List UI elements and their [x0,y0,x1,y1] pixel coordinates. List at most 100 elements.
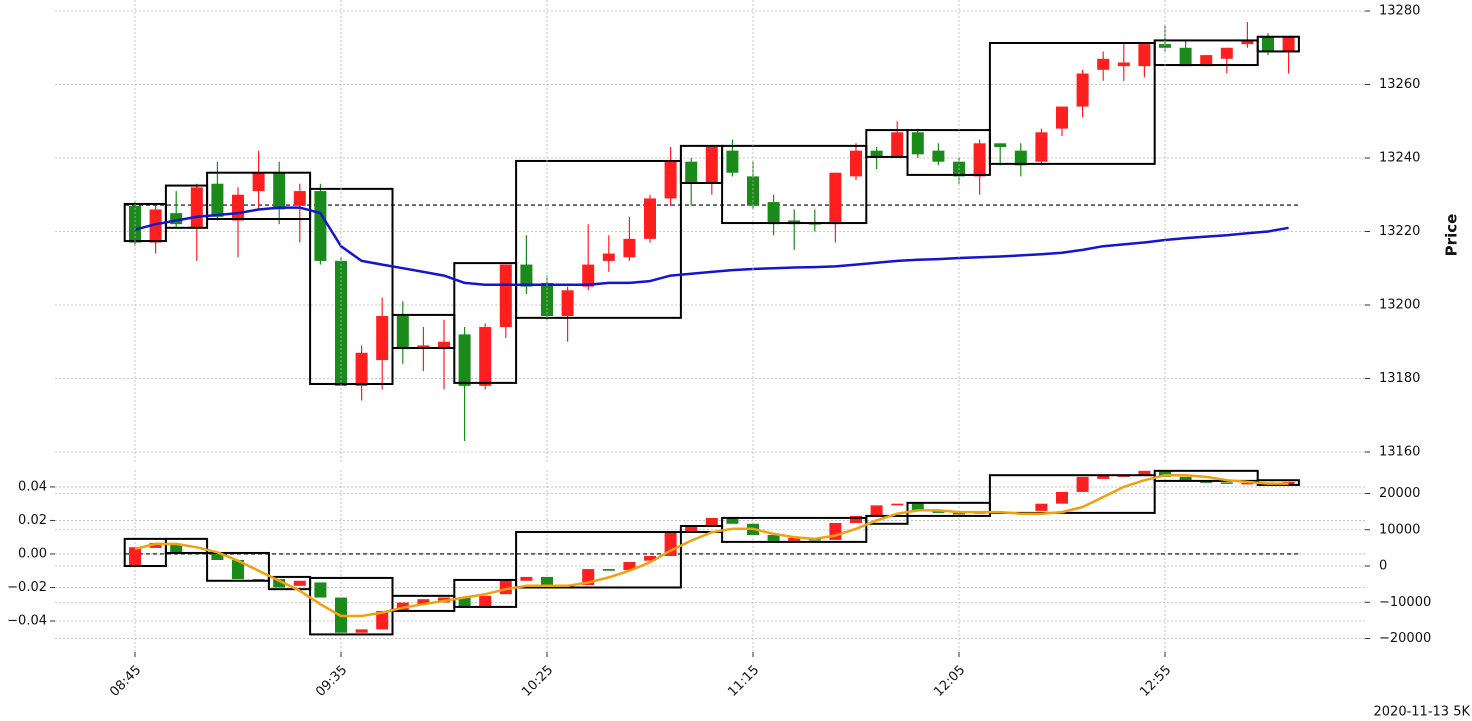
candle-body [479,595,492,608]
y2-tick-label: −10000 [1379,595,1431,610]
y2-tick-label: 10000 [1379,522,1420,537]
candle-body [1138,44,1151,67]
candle-body [541,576,553,586]
candle-body [273,579,286,588]
candle-body [355,629,368,633]
candle-body [788,537,801,541]
candle-body [1097,58,1110,70]
footer: 2020-11-13 5K [1374,705,1471,720]
indicator-line [134,206,1289,287]
candle-body [314,191,327,261]
y2-tick-label: 0 [1379,559,1387,574]
y-tick-label: 13160 [1379,444,1420,459]
candle-body [829,172,842,225]
candle-body [293,191,306,206]
candle-body [1076,476,1089,492]
box [1153,469,1259,482]
candle-body [623,238,636,258]
candle-body [417,599,430,605]
candle-body [726,517,739,524]
y-tick-label: 0.04 [18,479,47,494]
candle-body [644,555,656,561]
candle-body [561,290,574,317]
candle-body [149,209,162,243]
x-tick-label: 12:05 [931,663,968,700]
box [309,187,394,385]
indicator-line [134,473,1289,618]
y-tick-label: 13180 [1379,371,1420,386]
candle-body [973,143,986,177]
box [988,474,1156,514]
candle-body [911,503,924,511]
x-tick-label: 09:35 [313,663,350,700]
y-tick-label: −0.02 [7,580,47,595]
candle-body [602,253,615,261]
candle-body [1014,150,1027,166]
candle-body [273,172,286,210]
candle-body [767,202,780,225]
x-tick-label: 12:55 [1137,663,1174,700]
candle-body [1179,476,1192,481]
candle-body [1138,470,1151,476]
candle-body [376,316,389,361]
y-tick-label: 13240 [1379,151,1420,166]
candle-body [953,512,965,515]
y-tick-label: 0.00 [18,546,47,561]
box [1153,39,1259,67]
box [206,551,270,582]
y-tick-label: −0.04 [7,613,47,628]
x-tick-label: 11:15 [725,663,762,700]
candle-body [293,580,306,586]
y-tick-label: 13260 [1379,77,1420,92]
candle-body [520,264,533,287]
box [453,578,518,608]
candle-body [1117,62,1130,67]
box [988,41,1156,165]
candle-body [602,569,615,571]
box [164,537,209,554]
candle-body [1056,491,1068,504]
candle-body [685,525,698,532]
x-tick-label: 08:45 [107,663,144,700]
y2-tick-label: 20000 [1379,486,1420,501]
candle-body [870,150,883,159]
candle-body [1220,482,1233,484]
candle-body [211,552,224,560]
candle-body [149,542,162,548]
candle-body [1056,106,1068,129]
candle-body [582,264,595,287]
candle-body [685,161,698,184]
candle-body [376,610,389,630]
candle-body [1220,47,1233,59]
candle-body [994,143,1007,147]
candle-body [314,582,327,598]
candle-body [129,547,141,566]
candle-body [1282,36,1295,52]
candle-body [1159,470,1171,477]
candle-body [1035,503,1048,511]
candle-body [1097,475,1110,479]
candle-body [232,194,244,221]
box [1256,35,1300,53]
candle-body [211,183,224,217]
candle-body [705,517,718,526]
candle-body [1076,73,1089,107]
candle-body [499,264,512,328]
candle-body [1200,55,1213,67]
y-tick-label: 13280 [1379,4,1420,19]
candle-body [1241,482,1254,485]
candle-body [479,327,492,386]
candle-body [520,576,533,581]
candle-body [1035,132,1048,162]
candle-body [438,341,450,350]
candle-body [170,543,183,553]
candle-body [891,503,904,506]
candle-body [170,213,183,225]
candle-body [747,176,759,206]
y-tick-label: 0.02 [18,513,47,528]
candle-body [705,146,718,184]
candle-body [623,562,636,571]
candle-body [1179,47,1192,67]
candle-body [458,334,471,386]
box [453,262,518,384]
